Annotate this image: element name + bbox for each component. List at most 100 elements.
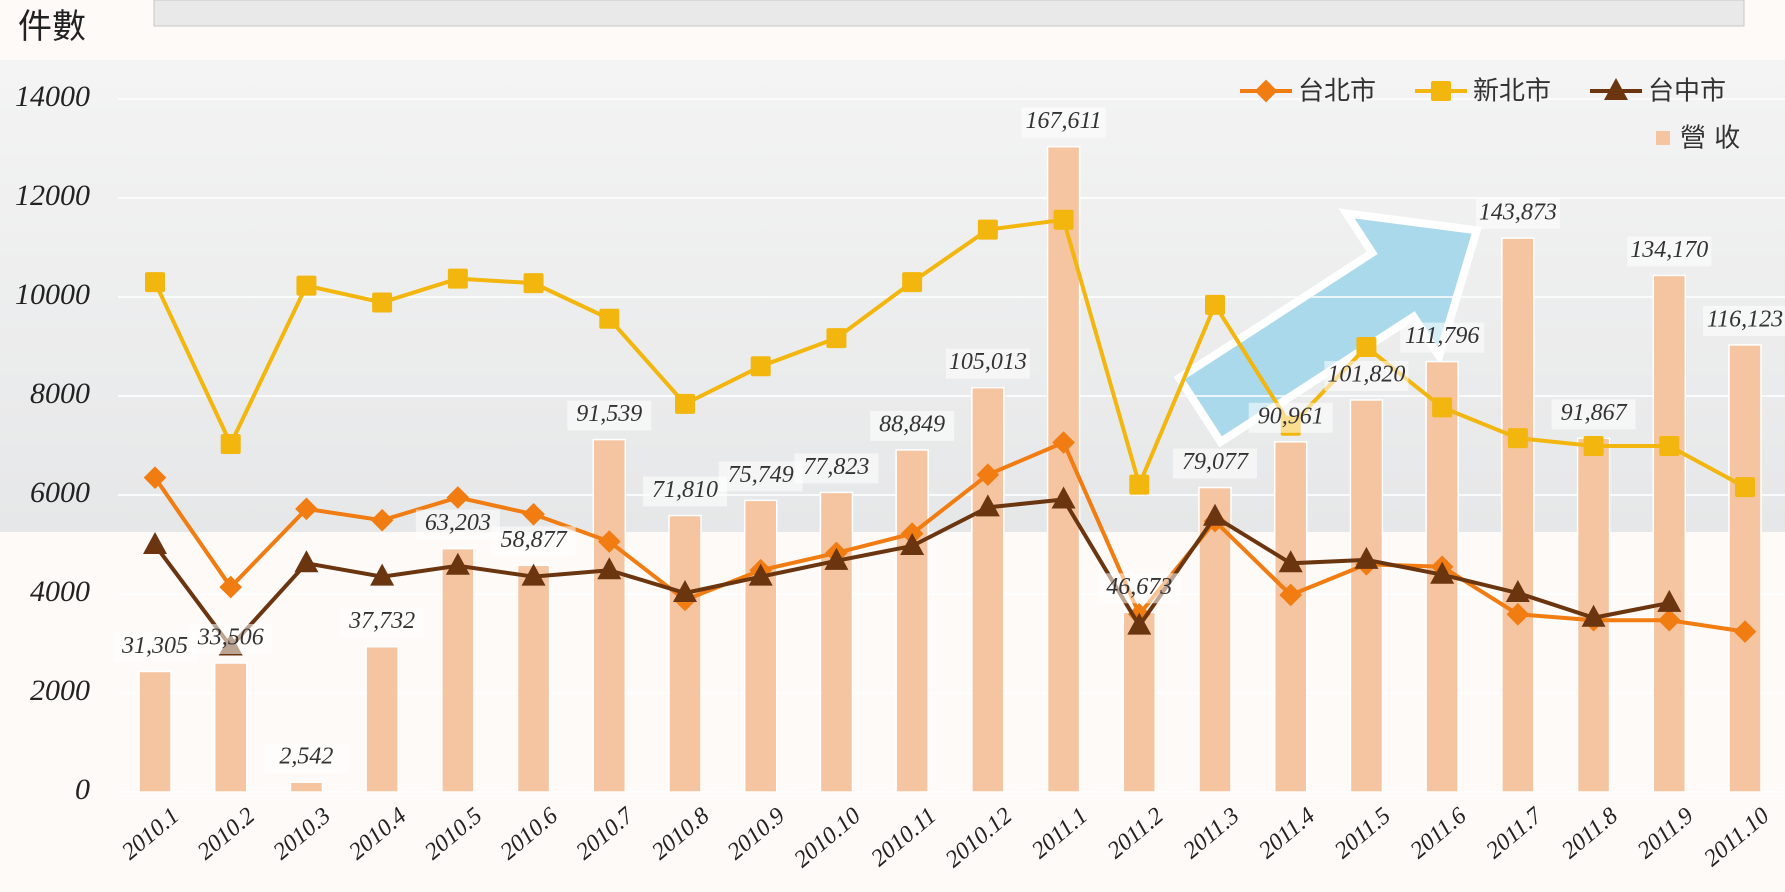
x-tick-label: 2011.10 [1699,803,1774,872]
value-label: 77,823 [803,454,869,480]
marker [221,434,241,454]
value-label: 33,506 [197,625,264,651]
marker [1431,81,1451,101]
x-tick-label: 2010.7 [571,802,639,865]
x-tick-label: 2011.7 [1481,802,1548,864]
x-tick-label: 2010.5 [420,803,487,865]
bar [139,671,171,792]
bar [593,440,625,792]
marker [1735,477,1755,497]
value-label: 88,849 [879,411,945,437]
y-tick-label: 8000 [30,377,90,410]
value-label: 46,673 [1106,574,1172,600]
chart: 件數 0 2000 4000 6000 8000 10000 12000 14000 2010.… [0,0,1785,892]
x-tick-label: 2010.4 [344,803,411,865]
value-label: 71,810 [652,477,718,503]
marker [145,272,165,292]
bar [972,388,1004,792]
value-label: 111,796 [1405,323,1479,349]
marker [1356,337,1376,357]
marker [826,328,846,348]
bar [1729,345,1761,792]
legend-label: 新北市 [1473,77,1551,107]
bar [1123,612,1155,792]
value-label: 2,542 [279,744,333,770]
marker [296,276,316,296]
marker [448,269,468,289]
marker [675,394,695,414]
value-label: 37,732 [348,608,415,634]
y-tick-label: 6000 [30,476,90,509]
value-label: 79,077 [1182,449,1249,475]
y-tick-label: 0 [75,773,90,806]
bar [896,450,928,792]
marker [372,292,392,312]
value-label: 143,873 [1479,200,1557,226]
bar [669,516,701,792]
x-tick-label: 2010.3 [269,803,336,865]
bar [366,647,398,792]
x-tick-label: 2011.2 [1103,803,1169,864]
x-tick-label: 2011.1 [1027,803,1093,864]
x-tick-label: 2011.5 [1330,803,1396,864]
value-label: 105,013 [949,349,1027,375]
y-tick-label: 10000 [15,278,90,311]
value-label: 58,877 [501,527,568,553]
value-label: 91,539 [576,401,642,427]
legend-swatch [1656,131,1670,145]
marker [1508,428,1528,448]
marker [751,356,771,376]
x-tick-label: 2010.10 [789,803,865,873]
bar [442,549,474,792]
x-tick-label: 2011.6 [1406,803,1472,864]
value-label: 116,123 [1707,306,1783,332]
value-label: 90,961 [1258,403,1324,429]
legend-label: 營 收 [1680,124,1740,154]
marker [294,550,318,572]
marker [599,309,619,329]
marker [1054,210,1074,230]
x-tick-label: 2010.2 [193,803,260,865]
bar [1275,442,1307,792]
x-tick-label: 2010.6 [496,803,563,865]
x-tick-label: 2011.9 [1633,803,1699,864]
legend-label: 台中市 [1648,77,1726,107]
x-tick-label: 2010.8 [647,803,714,865]
y-tick-label: 4000 [30,575,90,608]
value-label: 91,867 [1561,400,1628,426]
value-label: 75,749 [728,462,794,488]
x-tick-label: 2010.9 [723,803,790,865]
value-label: 134,170 [1630,237,1708,263]
y-axis-label: 件數 [18,8,86,46]
marker [1205,295,1225,315]
marker [902,272,922,292]
marker [1584,436,1604,456]
x-tick-label: 2010.1 [117,803,184,865]
bar [820,492,852,792]
top-banner [154,0,1744,26]
marker [1129,475,1149,495]
marker [978,220,998,240]
bar [518,565,550,792]
x-tick-label: 2011.4 [1254,803,1320,864]
bar [1350,400,1382,792]
marker [143,532,167,554]
y-tick-label: 12000 [15,179,90,212]
x-tick-label: 2010.11 [866,803,941,872]
marker [524,273,544,293]
x-tick-label: 2011.3 [1178,803,1244,864]
y-tick-label: 14000 [15,80,90,113]
x-tick-label: 2010.12 [941,803,1017,873]
bar [745,500,777,792]
bar [215,663,247,792]
marker [1659,436,1679,456]
bar [1502,238,1534,792]
bar [290,782,322,792]
bar [1653,275,1685,792]
marker [1432,397,1452,417]
value-label: 63,203 [425,510,491,536]
value-label: 31,305 [121,633,188,659]
value-label: 167,611 [1025,108,1101,134]
x-tick-label: 2011.8 [1557,803,1623,864]
y-tick-label: 2000 [30,674,90,707]
